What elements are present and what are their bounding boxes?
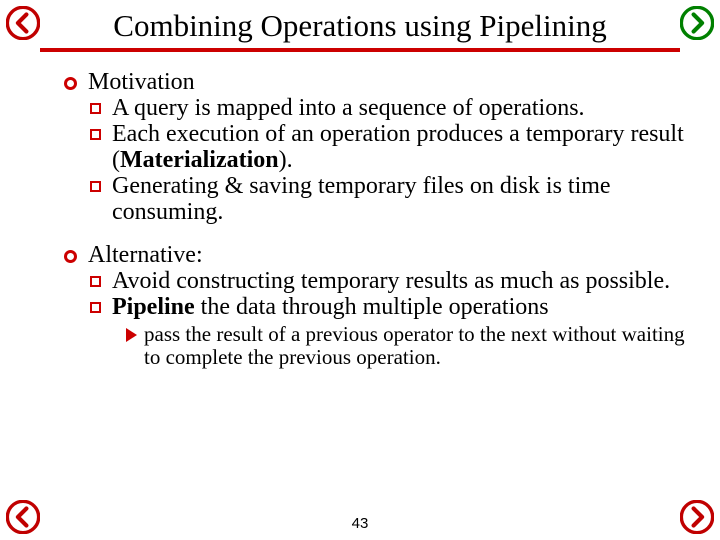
title-rule — [40, 48, 680, 52]
square-bullet-icon — [90, 103, 101, 114]
page-number: 43 — [0, 515, 720, 532]
item-text-bold: Materialization — [120, 147, 279, 173]
circle-bullet-icon — [64, 77, 77, 90]
sub-item-text: pass the result of a previous operator t… — [144, 322, 685, 369]
nav-forward-icon[interactable] — [680, 6, 714, 40]
content-body: Motivation A query is mapped into a sequ… — [30, 70, 690, 369]
list-item: Pipeline the data through multiple opera… — [88, 295, 686, 321]
section-label: Alternative: — [88, 242, 203, 268]
list-item: Generating & saving temporary files on d… — [88, 174, 686, 226]
section-label: Motivation — [88, 69, 195, 95]
square-bullet-icon — [90, 129, 101, 140]
section-alternative: Alternative: Avoid constructing temporar… — [34, 243, 686, 368]
item-text-post: ). — [279, 147, 293, 173]
item-text: Avoid constructing temporary results as … — [112, 268, 670, 294]
triangle-bullet-icon — [126, 328, 137, 342]
item-text-post: the data through multiple operations — [195, 294, 549, 320]
list-item: A query is mapped into a sequence of ope… — [88, 96, 686, 122]
square-bullet-icon — [90, 302, 101, 313]
square-bullet-icon — [90, 276, 101, 287]
list-item: Each execution of an operation produces … — [88, 122, 686, 174]
page-title: Combining Operations using Pipelining — [50, 8, 670, 44]
sub-item: pass the result of a previous operator t… — [88, 323, 686, 368]
slide: Combining Operations using Pipelining Mo… — [0, 0, 720, 540]
circle-bullet-icon — [64, 250, 77, 263]
item-text: Generating & saving temporary files on d… — [112, 173, 611, 225]
square-bullet-icon — [90, 181, 101, 192]
item-text-bold: Pipeline — [112, 294, 195, 320]
list-item: Avoid constructing temporary results as … — [88, 269, 686, 295]
item-text: A query is mapped into a sequence of ope… — [112, 95, 585, 121]
section-motivation: Motivation A query is mapped into a sequ… — [34, 70, 686, 225]
nav-back-icon[interactable] — [6, 6, 40, 40]
